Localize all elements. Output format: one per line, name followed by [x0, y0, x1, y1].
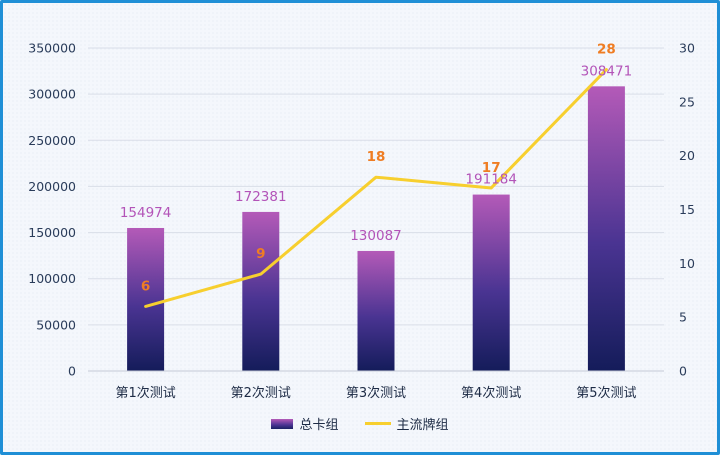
- x-tick-label: 第5次测试: [576, 385, 636, 401]
- y-right-tick-label: 30: [679, 41, 695, 56]
- line-value-label: 28: [597, 42, 616, 58]
- y-left-tick-label: 0: [68, 364, 76, 379]
- line-value-label: 6: [141, 278, 150, 294]
- x-tick-label: 第4次测试: [461, 385, 521, 401]
- legend-line-label: 主流牌组: [396, 418, 449, 433]
- y-left-tick-label: 300000: [28, 87, 76, 102]
- y-right-tick-label: 20: [679, 148, 695, 163]
- legend-line-swatch: [364, 422, 391, 425]
- legend-bar-swatch: [271, 418, 294, 429]
- y-left-tick-label: 350000: [28, 41, 76, 56]
- bar: [472, 194, 510, 371]
- bar: [587, 86, 625, 372]
- bar: [127, 227, 165, 371]
- line-value-label: 18: [367, 149, 386, 165]
- bar-value-label: 308471: [581, 63, 633, 79]
- chart-plot: 154974 172381 130087 191184 308471 6 9 18 17 28 0…: [28, 41, 695, 402]
- bar-value-label: 130087: [350, 228, 402, 244]
- x-tick-label: 第1次测试: [115, 385, 175, 401]
- y-left-tick-label: 50000: [36, 317, 76, 332]
- y-left-tick-label: 150000: [28, 225, 76, 240]
- line-value-label: 9: [256, 246, 265, 262]
- x-tick-label: 第3次测试: [346, 385, 406, 401]
- bar-value-label: 154974: [120, 205, 172, 221]
- line-value-label: 17: [482, 160, 501, 176]
- y-right-tick-label: 15: [679, 202, 695, 217]
- y-right-tick-label: 5: [679, 310, 687, 325]
- bar-value-label: 191184: [465, 172, 517, 188]
- y-left-tick-label: 200000: [28, 179, 76, 194]
- legend: 总卡组 主流牌组: [0, 414, 720, 433]
- legend-item-line[interactable]: 主流牌组: [364, 414, 449, 433]
- bar-value-label: 172381: [235, 189, 287, 205]
- y-right-tick-label: 25: [679, 94, 695, 109]
- legend-item-bars[interactable]: 总卡组: [271, 414, 339, 433]
- legend-bar-label: 总卡组: [299, 418, 339, 433]
- y-right-tick-label: 10: [679, 256, 695, 271]
- y-left-tick-label: 250000: [28, 133, 76, 148]
- y-right-tick-label: 0: [679, 364, 687, 379]
- x-tick-label: 第2次测试: [231, 385, 291, 401]
- bar: [357, 250, 395, 371]
- bar: [242, 211, 280, 371]
- y-left-tick-label: 100000: [28, 271, 76, 286]
